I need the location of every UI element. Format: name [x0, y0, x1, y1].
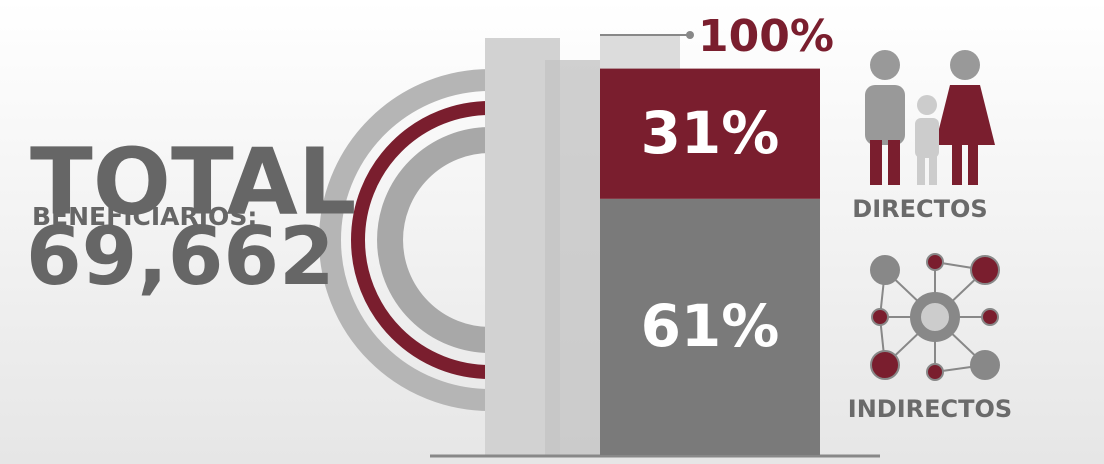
legend-label: INDIRECTOS: [848, 395, 1012, 423]
bar-segment: [600, 198, 820, 456]
total-label: 100%: [698, 11, 834, 62]
summary-total: 69,662: [26, 210, 335, 303]
total-dot: [686, 31, 694, 39]
decorative-arcs: [319, 69, 491, 411]
people-icon: [865, 50, 995, 185]
segment-label: 61%: [641, 292, 780, 360]
summary-subtitle: BENEFICIARIOS:: [32, 202, 257, 231]
legend-label: DIRECTOS: [852, 195, 987, 223]
bar-segment: [600, 68, 820, 199]
summary-title: TOTAL: [30, 128, 356, 235]
back-column: [545, 60, 605, 455]
segment-label: 31%: [641, 99, 780, 167]
network-icon: [870, 253, 1000, 381]
